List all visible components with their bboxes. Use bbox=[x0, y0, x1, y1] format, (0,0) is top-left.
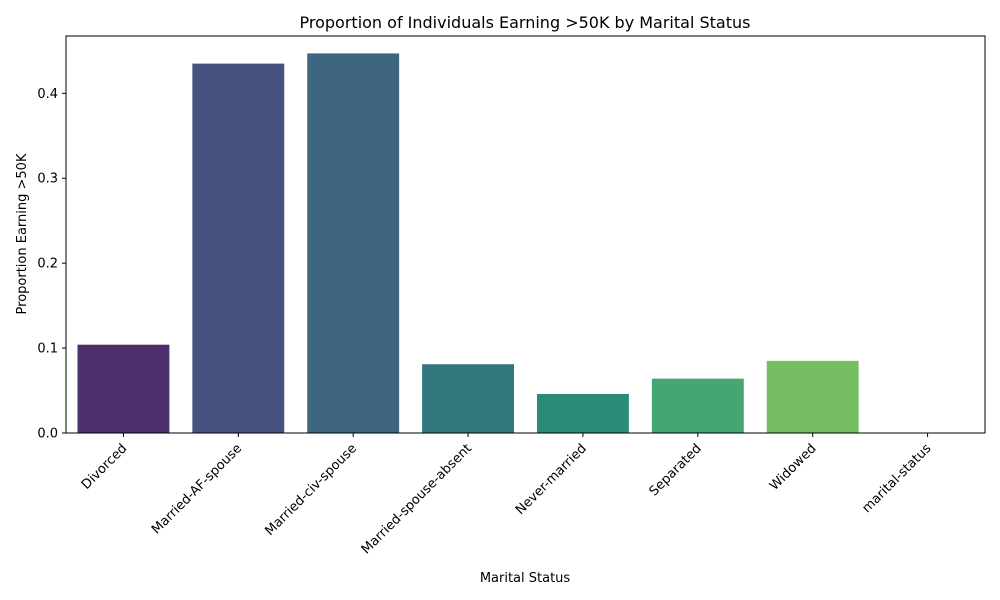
x-tick-label: Married-spouse-absent bbox=[359, 441, 475, 557]
chart-title: Proportion of Individuals Earning >50K b… bbox=[300, 13, 751, 32]
bar-widowed bbox=[766, 360, 859, 433]
x-axis-ticks: Divorced Married-AF-spouse Married-civ-spo… bbox=[79, 433, 935, 557]
x-tick-label: Separated bbox=[647, 441, 705, 499]
bar-separated bbox=[651, 378, 744, 433]
y-tick-label: 0.1 bbox=[37, 342, 58, 357]
x-tick-label: Married-civ-spouse bbox=[262, 441, 360, 539]
x-tick-label: Never-married bbox=[513, 441, 590, 518]
x-axis-label: Marital Status bbox=[480, 571, 571, 586]
bar-married-spouse-absent bbox=[422, 364, 515, 433]
y-tick-label: 0.0 bbox=[37, 427, 58, 442]
y-axis-ticks: 0.0 0.1 0.2 0.3 0.4 bbox=[37, 87, 66, 442]
bar-divorced bbox=[77, 344, 170, 433]
bar-married-af-spouse bbox=[192, 63, 285, 433]
bar-married-civ-spouse bbox=[307, 53, 400, 433]
x-tick-label: Married-AF-spouse bbox=[149, 441, 245, 537]
y-tick-label: 0.4 bbox=[37, 87, 58, 102]
x-tick-label: Divorced bbox=[79, 441, 130, 492]
x-tick-label: Widowed bbox=[767, 441, 820, 494]
y-axis-label: Proportion Earning >50K bbox=[15, 153, 30, 314]
y-tick-label: 0.3 bbox=[37, 172, 58, 187]
y-tick-label: 0.2 bbox=[37, 257, 58, 272]
bar-never-married bbox=[536, 393, 629, 433]
x-tick-label: marital-status bbox=[860, 441, 935, 516]
plot-frame bbox=[65, 35, 986, 434]
bars-group bbox=[77, 53, 859, 433]
